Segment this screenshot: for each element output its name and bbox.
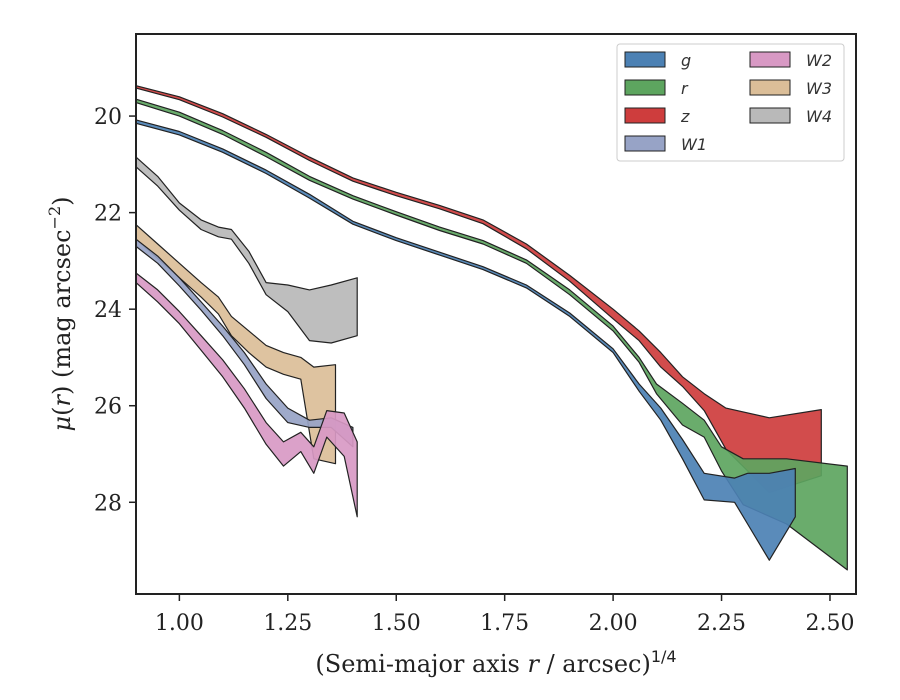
legend: grz W1 W2 W3 W4	[616, 43, 845, 162]
band-w3	[135, 224, 337, 465]
legend-swatch-z	[624, 107, 666, 124]
x-axis-label: (Semi-major axis r / arcsec)1/4	[315, 647, 676, 678]
legend-label-w4: W4	[806, 107, 832, 126]
y-axis-label: μ(r) (mag arcsec−2)	[45, 196, 76, 431]
legend-box	[616, 43, 845, 162]
y-tick-label: 26	[94, 395, 122, 420]
legend-label-w1: W1	[681, 135, 707, 154]
plot-frame	[135, 33, 857, 595]
legend-swatch-w3	[749, 79, 791, 96]
legend-swatch-w4	[749, 107, 791, 124]
y-tick-label: 28	[94, 491, 122, 516]
x-tick-label: 2.25	[697, 611, 746, 636]
legend-label-g: g	[681, 51, 691, 70]
y-tick-label: 20	[94, 105, 122, 130]
y-tick-label: 22	[94, 202, 122, 227]
legend-label-z: z	[680, 107, 690, 126]
band-r	[135, 98, 848, 571]
legend-label-w3: W3	[806, 79, 832, 98]
legend-label-r: r	[681, 79, 689, 98]
legend-swatch-r	[624, 79, 666, 96]
band-w2	[135, 272, 358, 518]
legend-swatch-g	[624, 51, 666, 68]
bands-layer	[135, 85, 848, 571]
legend-swatch-w2	[749, 51, 791, 68]
x-tick-label: 1.25	[263, 611, 312, 636]
y-axis-ticks: 20 22 24 26 28	[94, 105, 136, 516]
x-axis-ticks: 1.00 1.25 1.50 1.75 2.00 2.25 2.50	[155, 594, 854, 636]
x-tick-label: 1.00	[155, 611, 204, 636]
x-tick-label: 2.50	[805, 611, 854, 636]
x-tick-label: 2.00	[589, 611, 638, 636]
legend-label-w2: W2	[806, 51, 832, 70]
x-tick-label: 1.75	[480, 611, 529, 636]
band-w4	[135, 156, 358, 344]
y-tick-label: 24	[94, 298, 122, 323]
legend-swatch-w1	[624, 135, 666, 152]
band-g	[135, 119, 796, 561]
x-tick-label: 1.50	[372, 611, 421, 636]
